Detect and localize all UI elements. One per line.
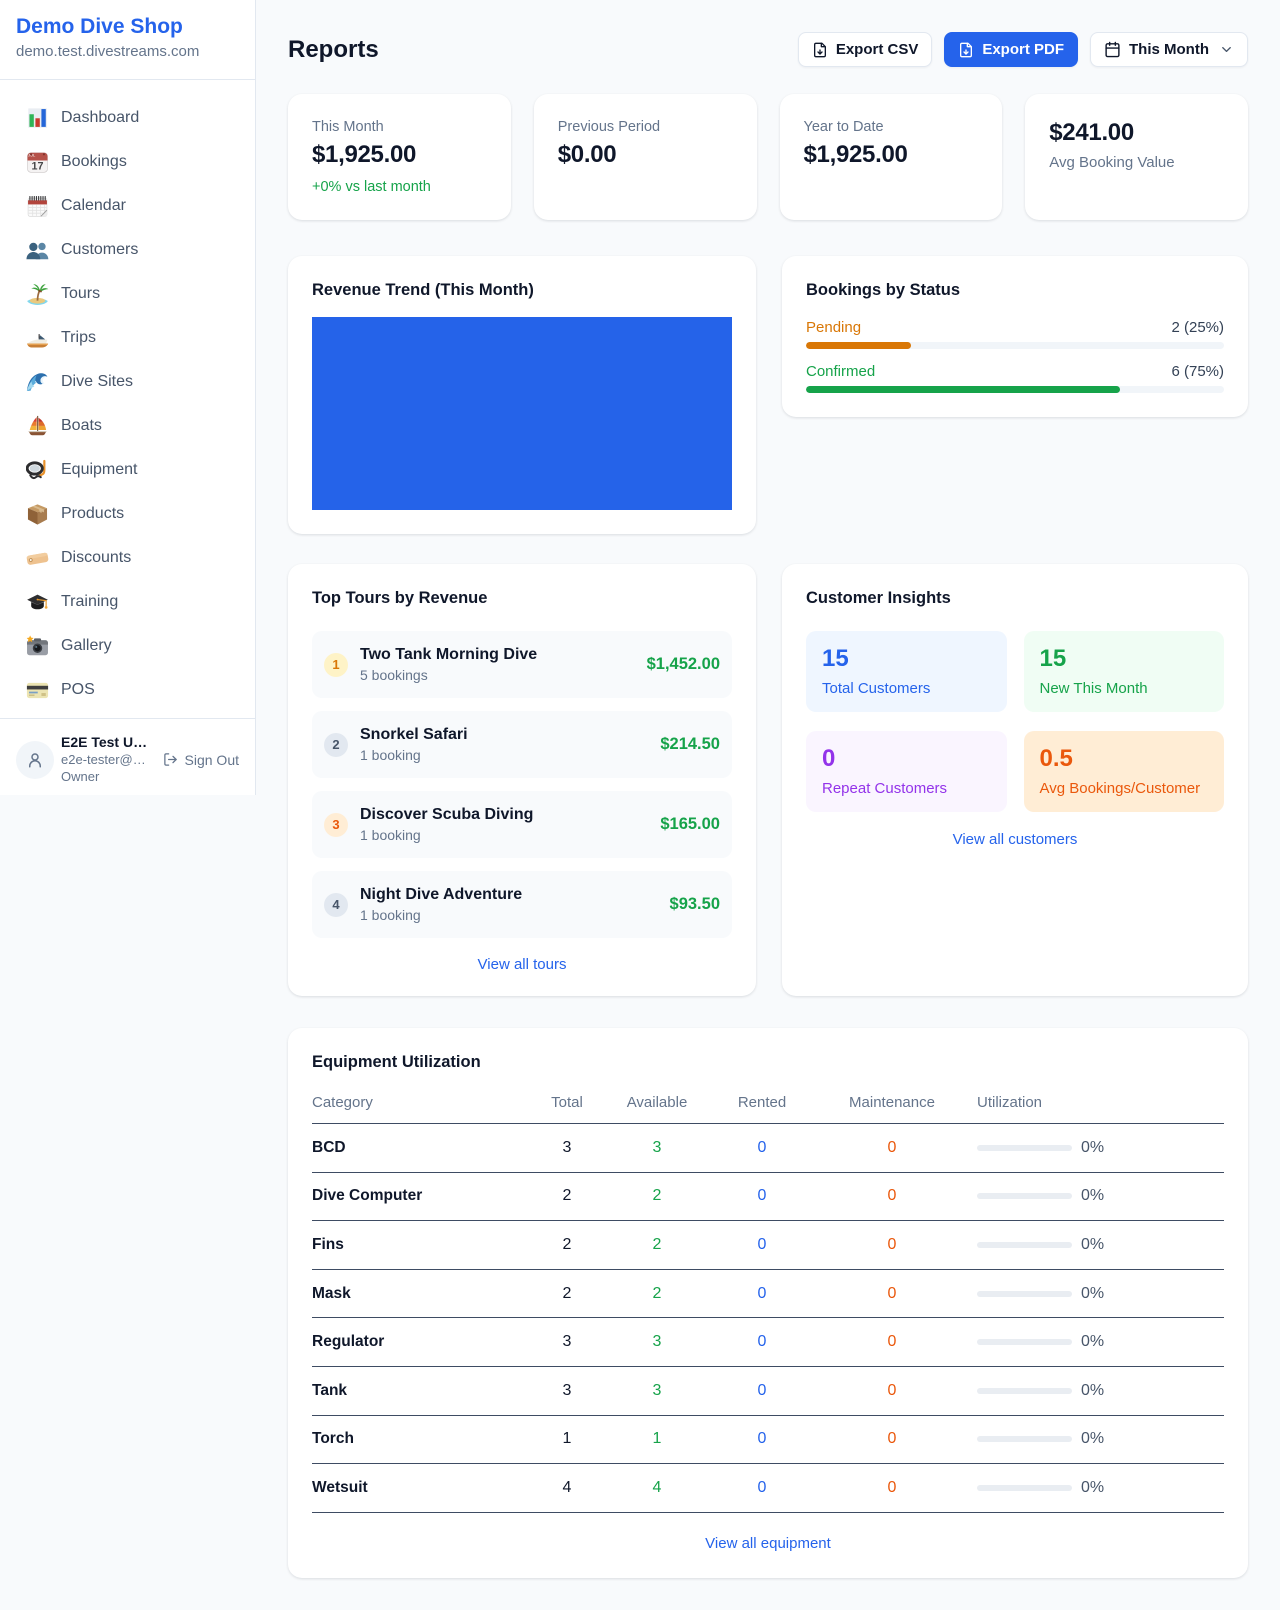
- svg-text:17: 17: [31, 160, 43, 172]
